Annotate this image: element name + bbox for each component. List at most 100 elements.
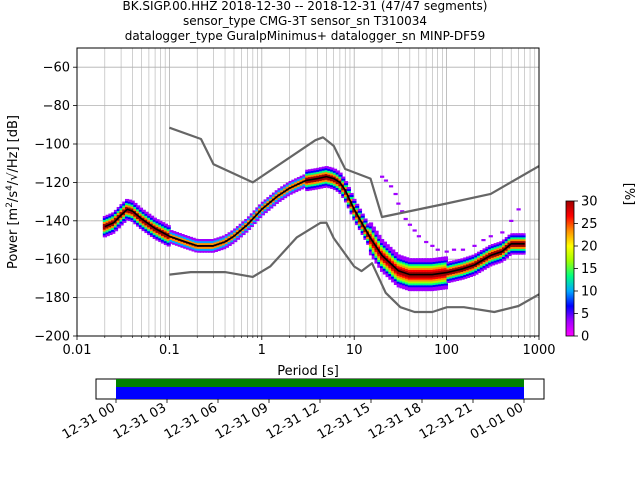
density-cell	[371, 245, 376, 248]
density-cell	[374, 234, 379, 237]
y-tick-label: −140	[34, 214, 70, 229]
density-cell	[285, 192, 290, 195]
density-cell	[490, 247, 496, 251]
density-cell	[307, 180, 313, 183]
density-cell	[490, 257, 496, 260]
density-cell	[349, 210, 354, 213]
density-cell	[377, 234, 382, 238]
density-cell	[324, 183, 329, 186]
density-cell	[396, 283, 401, 286]
density-cell	[457, 274, 462, 277]
density-cell	[391, 274, 396, 277]
density-cell	[413, 285, 418, 288]
density-cell	[191, 237, 196, 240]
density-cell	[111, 214, 116, 217]
density-cell	[496, 247, 501, 251]
density-cell	[296, 177, 302, 180]
density-cell	[416, 260, 421, 263]
density-cell	[282, 188, 288, 191]
density-cell	[474, 253, 479, 256]
density-cell	[208, 248, 213, 251]
density-cell	[501, 254, 507, 257]
density-cell	[355, 207, 360, 210]
density-cell	[501, 256, 507, 259]
density-cell	[144, 211, 149, 214]
density-cell	[285, 186, 290, 189]
density-cell	[149, 231, 155, 234]
density-cell	[391, 262, 396, 266]
density-cell	[438, 287, 443, 291]
density-cell	[371, 228, 376, 231]
density-cell	[299, 179, 304, 182]
density-cell	[391, 276, 396, 279]
density-cell	[377, 259, 382, 263]
outlier-cell	[400, 210, 405, 213]
density-cell	[413, 279, 418, 282]
density-cell	[404, 270, 410, 273]
density-cell	[152, 229, 157, 232]
density-cell	[116, 206, 121, 210]
density-cell	[382, 253, 387, 256]
density-cell	[385, 248, 390, 251]
density-cell	[230, 241, 235, 245]
density-cell	[366, 227, 371, 230]
density-cell	[443, 281, 448, 284]
density-cell	[277, 188, 282, 191]
density-cell	[127, 207, 132, 210]
density-cell	[374, 255, 379, 258]
density-cell	[429, 288, 435, 292]
density-cell	[202, 242, 207, 246]
density-cell	[368, 230, 374, 233]
density-cell	[429, 263, 435, 267]
density-cell	[380, 244, 385, 247]
density-cell	[341, 176, 346, 179]
density-cell	[172, 238, 177, 241]
y-tick-label: −200	[34, 330, 70, 345]
density-cell	[161, 239, 166, 242]
density-cell	[307, 184, 313, 187]
density-cell	[263, 208, 268, 212]
density-cell	[346, 194, 351, 197]
density-cell	[313, 168, 318, 171]
density-cell	[474, 264, 479, 267]
density-cell	[482, 259, 487, 263]
density-cell	[174, 241, 180, 244]
density-cell	[507, 246, 512, 249]
density-cell	[349, 206, 354, 209]
density-cell	[432, 278, 437, 282]
density-cell	[133, 218, 138, 221]
density-cell	[138, 213, 144, 216]
density-cell	[355, 221, 360, 224]
density-cell	[222, 247, 227, 250]
density-cell	[513, 246, 518, 249]
density-cell	[404, 280, 410, 283]
density-cell	[122, 203, 127, 206]
density-cell	[413, 262, 418, 265]
timeline-bar-blue	[116, 387, 524, 399]
density-cell	[163, 231, 168, 234]
density-cell	[249, 213, 254, 216]
density-cell	[338, 180, 343, 183]
density-cell	[321, 178, 327, 181]
density-cell	[477, 265, 482, 268]
density-cell	[282, 192, 288, 195]
density-cell	[396, 260, 401, 263]
density-cell	[368, 224, 374, 227]
density-cell	[313, 179, 318, 183]
density-cell	[319, 169, 324, 172]
density-cell	[399, 272, 404, 275]
density-cell	[427, 263, 432, 267]
density-cell	[288, 182, 293, 186]
density-cell	[174, 243, 180, 246]
density-cell	[504, 237, 509, 240]
density-cell	[393, 252, 399, 255]
density-cell	[147, 232, 152, 236]
density-cell	[266, 197, 271, 200]
density-cell	[518, 250, 523, 253]
density-cell	[435, 257, 440, 260]
density-cell	[435, 284, 440, 287]
density-cell	[119, 215, 124, 218]
density-cell	[368, 228, 374, 231]
density-cell	[418, 269, 424, 272]
